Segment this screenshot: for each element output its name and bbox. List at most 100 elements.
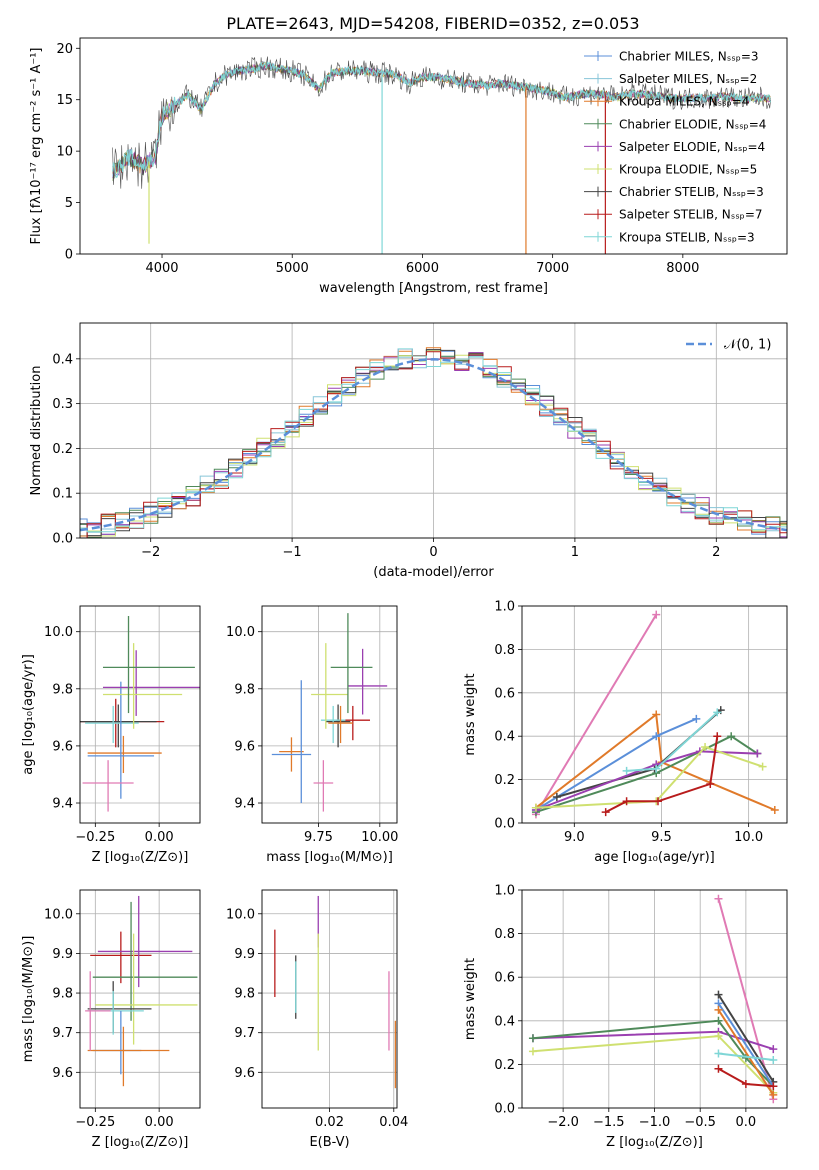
series-marker bbox=[706, 779, 715, 788]
x-tick-label: 9.0 bbox=[564, 830, 585, 845]
series-line bbox=[535, 750, 758, 811]
x-tick-label: 0 bbox=[429, 545, 437, 560]
series-line bbox=[717, 1009, 775, 1096]
y-tick-label: 10.0 bbox=[44, 907, 73, 922]
spectrum-lines bbox=[112, 56, 772, 254]
series-marker bbox=[713, 708, 722, 717]
series bbox=[528, 894, 778, 1104]
series-line bbox=[717, 994, 775, 1083]
legend-label: Kroupa ELODIE, Nₛₛₚ=5 bbox=[619, 163, 757, 177]
x-tick-label: 10.00 bbox=[361, 830, 398, 845]
y-tick-label: 9.9 bbox=[52, 947, 73, 962]
legend-label: 𝒩(0, 1) bbox=[724, 338, 771, 353]
y-tick-label: 9.4 bbox=[234, 797, 255, 812]
axes-frame bbox=[79, 605, 201, 824]
series-marker bbox=[528, 1047, 537, 1056]
spectrum-kroupa_stelib bbox=[112, 61, 772, 179]
x-tick-label: −0.25 bbox=[75, 830, 115, 845]
series-marker bbox=[714, 1064, 723, 1073]
y-tick-label: 0.2 bbox=[494, 1058, 515, 1073]
series-marker bbox=[770, 805, 779, 814]
age-vs-mass-axes: 9.75 10.00 9.4 9.6 9.8 10.0 mass [log₁₀(M/M⊙)] bbox=[226, 605, 398, 865]
axes-frame bbox=[79, 37, 788, 255]
y-tick-label: 0.4 bbox=[494, 730, 515, 745]
y-tick-label: 0.0 bbox=[494, 1102, 515, 1117]
y-axis-label: Normed distribution bbox=[29, 366, 44, 496]
series-marker bbox=[552, 792, 561, 801]
x-axis-label: E(B-V) bbox=[309, 1135, 349, 1150]
series bbox=[531, 610, 779, 819]
x-axis-label: wavelength [Angstrom, rest frame] bbox=[319, 281, 548, 296]
series-marker bbox=[652, 732, 661, 741]
points bbox=[271, 613, 388, 812]
series-line bbox=[535, 712, 776, 811]
y-tick-label: 9.8 bbox=[52, 682, 73, 697]
mass-vs-ebv-axes: 0.02 0.04 9.6 9.7 9.8 9.9 10.0 E(B-V) bbox=[226, 889, 408, 1150]
y-axis-label: age [log₁₀(age/yr)] bbox=[21, 654, 36, 775]
spectrum-chabrier_stelib bbox=[112, 56, 771, 189]
legend-label: Salpeter ELODIE, Nₛₛₚ=4 bbox=[619, 140, 765, 154]
axes-frame bbox=[261, 605, 398, 824]
mass-vs-metallicity-axes: −0.25 0.00 9.6 9.7 9.8 9.9 10.0 Z [log₁₀(Z/Z⊙)]… bbox=[21, 889, 201, 1150]
x-tick-label: 9.75 bbox=[304, 830, 333, 845]
legend-label: Chabrier STELIB, Nₛₛₚ=3 bbox=[619, 185, 764, 199]
y-tick-label: 9.8 bbox=[234, 987, 255, 1002]
y-tick-label: 9.8 bbox=[234, 682, 255, 697]
y-tick-label: 9.6 bbox=[52, 1066, 73, 1081]
y-tick-label: 20 bbox=[56, 42, 73, 57]
x-tick-label: −2 bbox=[141, 545, 160, 560]
y-tick-label: 9.6 bbox=[234, 739, 255, 754]
spectrum-axes: 4000 5000 6000 7000 8000 0 5 10 15 20 wavelength [… bbox=[29, 37, 788, 296]
series-marker bbox=[714, 990, 723, 999]
series-marker bbox=[714, 1032, 723, 1041]
series-marker bbox=[713, 732, 722, 741]
plot-area bbox=[80, 890, 200, 1108]
weight-vs-age-axes: 9.0 9.5 10.0 0.0 0.2 0.4 0.6 0.8 1.0 age [log₁₀(a… bbox=[463, 600, 788, 865]
axes-frame bbox=[521, 889, 788, 1109]
x-tick-label: 0.04 bbox=[379, 1115, 408, 1130]
y-tick-label: 0.2 bbox=[52, 442, 73, 457]
residuals-axes: −2 −1 0 1 2 0.0 0.1 0.2 0.3 0.4 (data-model)/error… bbox=[29, 322, 788, 580]
x-tick-label: −0.25 bbox=[75, 1115, 115, 1130]
x-axis-label: Z [log₁₀(Z/Z⊙)] bbox=[92, 1135, 189, 1150]
x-tick-label: 8000 bbox=[666, 261, 699, 276]
series-marker bbox=[652, 610, 661, 619]
x-tick-label: −1.5 bbox=[593, 1115, 625, 1130]
y-axis-label: mass weight bbox=[463, 958, 478, 1040]
series-marker bbox=[531, 803, 540, 812]
x-tick-label: 7000 bbox=[536, 261, 569, 276]
series-marker bbox=[714, 1016, 723, 1025]
y-tick-label: 9.7 bbox=[52, 1026, 73, 1041]
series-marker bbox=[652, 710, 661, 719]
x-axis-label: Z [log₁₀(Z/Z⊙)] bbox=[92, 850, 189, 865]
x-tick-label: 0.00 bbox=[145, 1115, 174, 1130]
series-line bbox=[535, 745, 763, 809]
x-tick-label: 2 bbox=[712, 545, 720, 560]
legend-label: Chabrier MILES, Nₛₛₚ=3 bbox=[619, 50, 759, 64]
y-tick-label: 0.0 bbox=[494, 817, 515, 832]
series-marker bbox=[653, 797, 662, 806]
y-tick-label: 0.8 bbox=[494, 643, 515, 658]
series-marker bbox=[758, 762, 767, 771]
y-tick-label: 0.0 bbox=[52, 532, 73, 547]
series-marker bbox=[769, 1056, 778, 1065]
series-line bbox=[717, 1002, 775, 1087]
legend-label: Kroupa STELIB, Nₛₛₚ=3 bbox=[619, 230, 755, 244]
weight-vs-metallicity-axes: −2.0 −1.5 −1.0 −0.5 0.0 0.0 0.2 0.4 0.6 0.8 1.0 Z [… bbox=[463, 884, 788, 1150]
legend-label: Salpeter STELIB, Nₛₛₚ=7 bbox=[619, 208, 763, 222]
figure-title: PLATE=2643, MJD=54208, FIBERID=0352, z=0… bbox=[226, 14, 639, 33]
y-tick-label: 0 bbox=[65, 248, 73, 263]
axes-frame bbox=[79, 322, 788, 539]
age-vs-metallicity-axes: −0.25 0.00 9.4 9.6 9.8 10.0 Z [log₁₀(Z/Z⊙)] age… bbox=[21, 605, 201, 865]
y-axis-label: mass weight bbox=[463, 673, 478, 755]
y-tick-label: 5 bbox=[65, 196, 73, 211]
series-marker bbox=[601, 808, 610, 817]
series-marker bbox=[701, 743, 710, 752]
series-line bbox=[535, 614, 658, 815]
y-tick-label: 9.6 bbox=[234, 1066, 255, 1081]
x-tick-label: 4000 bbox=[145, 261, 178, 276]
x-tick-label: 1 bbox=[571, 545, 579, 560]
plot-area bbox=[262, 890, 397, 1108]
axes-frame bbox=[521, 605, 788, 824]
